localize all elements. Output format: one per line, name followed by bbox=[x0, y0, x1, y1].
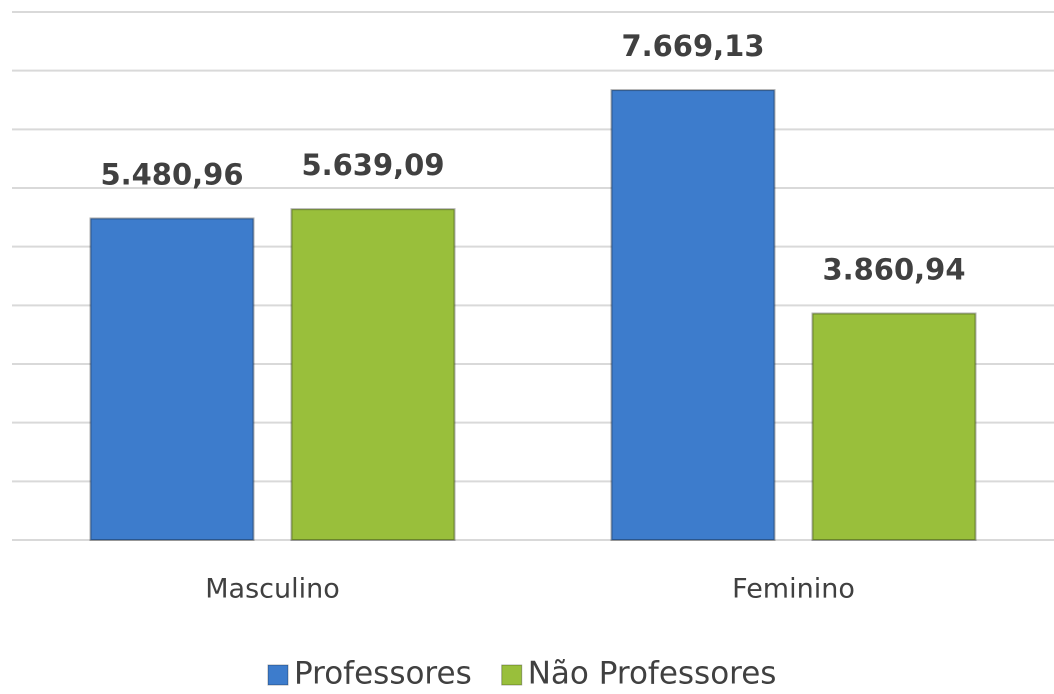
bar bbox=[811, 312, 977, 541]
legend-label: Não Professores bbox=[528, 656, 777, 692]
legend-label: Professores bbox=[294, 656, 472, 692]
value-label: 5.480,96 bbox=[100, 157, 243, 191]
x-tick-label: Masculino bbox=[205, 574, 340, 605]
legend-swatch bbox=[501, 664, 523, 686]
value-label: 5.639,09 bbox=[301, 148, 444, 182]
x-tick-label: Feminino bbox=[732, 574, 855, 605]
legend-swatch bbox=[267, 664, 289, 686]
value-label: 3.860,94 bbox=[822, 252, 965, 286]
bar bbox=[290, 208, 456, 541]
bar bbox=[89, 217, 255, 541]
bar bbox=[610, 89, 776, 542]
value-label: 7.669,13 bbox=[621, 29, 764, 63]
